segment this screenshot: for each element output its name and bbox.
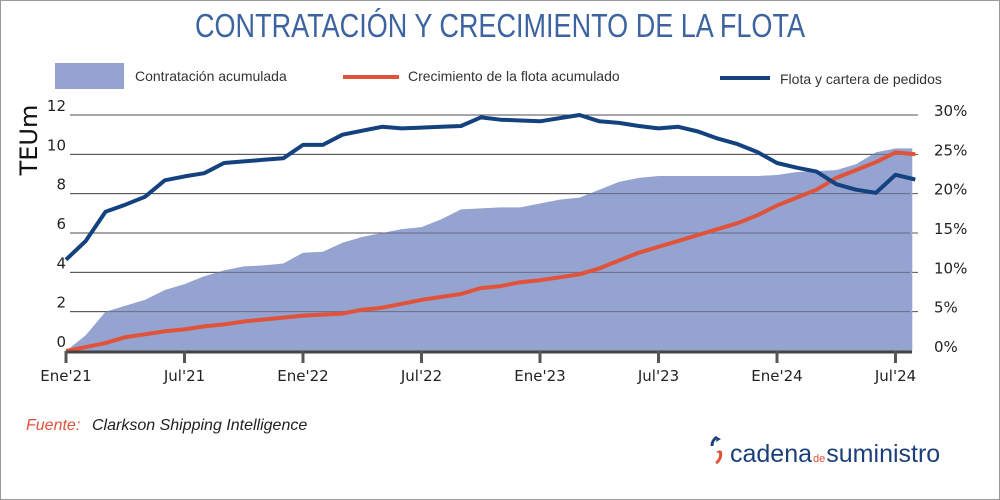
y-tick-label: 8 <box>56 176 66 194</box>
x-tick-label: Ene'21 <box>40 367 91 385</box>
x-tick-label: Jul'22 <box>400 367 442 385</box>
y-axis-label: TEUm <box>15 105 43 177</box>
y2-tick-label: 15% <box>934 220 967 238</box>
y-tick-label: 10 <box>47 136 66 154</box>
y-tick-label: 12 <box>47 97 66 115</box>
line-crecimiento-flota <box>65 150 916 353</box>
legend-swatch-area <box>55 63 124 89</box>
logo-text-de: de <box>813 453 825 465</box>
logo-cycle-icon <box>710 435 723 465</box>
x-tick-label: Jul'23 <box>637 367 679 385</box>
y2-tick-label: 10% <box>934 259 967 277</box>
y-tick-label: 4 <box>56 254 66 272</box>
legend: Contratación acumulada Crecimiento de la… <box>55 63 942 89</box>
x-tick-label: Ene'24 <box>751 367 802 385</box>
x-tick-label: Ene'23 <box>514 367 565 385</box>
area-contratacion-acumulada <box>66 148 916 351</box>
y-tick-label: 2 <box>56 294 66 312</box>
legend-label-blue-line: Flota y cartera de pedidos <box>780 71 942 87</box>
y2-tick-label: 0% <box>934 338 958 356</box>
logo-text: cadenadesuministro <box>730 440 940 468</box>
chart-title: CONTRATACIÓN Y CRECIMIENTO DE LA FLOTA <box>195 9 806 45</box>
y2-tick-label: 5% <box>934 299 958 317</box>
x-tick-label: Jul'24 <box>874 367 916 385</box>
y-tick-label: 0 <box>56 333 66 351</box>
line-flota-cartera <box>64 113 916 262</box>
logo-text-cadena: cadena <box>730 440 812 468</box>
legend-label-area: Contratación acumulada <box>135 68 287 84</box>
y2-tick-label: 20% <box>934 181 967 199</box>
y2-tick-label: 30% <box>934 102 967 120</box>
legend-swatch-red-line <box>343 75 399 79</box>
x-tick-label: Jul'21 <box>163 367 205 385</box>
x-tick-label: Ene'22 <box>277 367 328 385</box>
legend-swatch-blue-line <box>720 76 770 80</box>
legend-label-red-line: Crecimiento de la flota acumulado <box>408 68 620 84</box>
source-label: Fuente: <box>26 417 80 434</box>
logo-text-suministro: suministro <box>826 440 940 468</box>
y-tick-label: 6 <box>56 215 66 233</box>
source-text: Clarkson Shipping Intelligence <box>92 417 307 434</box>
y2-tick-label: 25% <box>934 141 967 159</box>
logo: cadenadesuministro <box>710 435 940 468</box>
